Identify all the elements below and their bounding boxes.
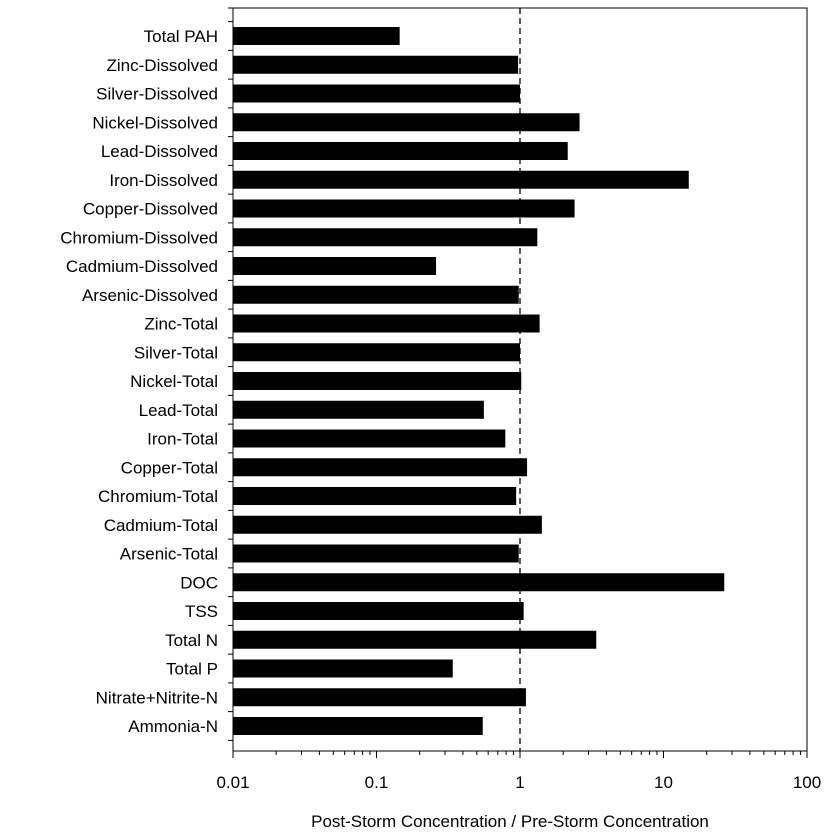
bar-iron-total xyxy=(233,429,506,448)
category-label: Silver-Total xyxy=(134,343,218,362)
bar-nickel-dissolved xyxy=(233,113,580,132)
y-axis-ticks xyxy=(228,7,233,741)
bar-total-n xyxy=(233,630,597,649)
bar-silver-dissolved xyxy=(233,84,520,103)
category-label: Total N xyxy=(165,631,218,650)
category-label: DOC xyxy=(180,573,218,592)
category-label: Nickel-Total xyxy=(130,372,218,391)
category-label: Cadmium-Total xyxy=(104,516,218,535)
x-tick-label: 1 xyxy=(515,773,524,792)
category-label: Zinc-Dissolved xyxy=(107,56,218,75)
x-tick-label: 0.1 xyxy=(365,773,389,792)
bar-cadmium-dissolved xyxy=(233,257,437,275)
bar-total-p xyxy=(233,659,453,678)
x-axis-title: Post-Storm Concentration / Pre-Storm Con… xyxy=(311,812,709,831)
bar-ammonia-n xyxy=(233,717,483,735)
x-tick-label: 10 xyxy=(654,773,673,792)
x-axis-ticks xyxy=(232,751,808,758)
bar-zinc-dissolved xyxy=(233,55,519,74)
category-label: Arsenic-Dissolved xyxy=(82,286,218,305)
bar-lead-total xyxy=(233,400,484,419)
category-label: Ammonia-N xyxy=(128,717,218,736)
x-tick-label: 0.01 xyxy=(216,773,249,792)
bar-arsenic-dissolved xyxy=(233,285,519,304)
category-label: Lead-Total xyxy=(139,401,218,420)
category-label: Zinc-Total xyxy=(144,315,218,334)
bar-copper-dissolved xyxy=(233,199,575,218)
category-label: Arsenic-Total xyxy=(120,545,218,564)
bar-tss xyxy=(233,602,524,620)
category-label: Chromium-Total xyxy=(98,487,218,506)
bar-chromium-dissolved xyxy=(233,228,538,247)
category-label: Iron-Dissolved xyxy=(109,171,218,190)
bars-layer xyxy=(233,27,725,735)
category-label: Nickel-Dissolved xyxy=(92,113,218,132)
category-label: Silver-Dissolved xyxy=(96,85,218,104)
x-axis-tick-labels: 0.01 0.1 1 10 100 xyxy=(216,773,821,792)
category-label: Total P xyxy=(166,660,218,679)
bar-lead-dissolved xyxy=(233,142,568,160)
category-label: Nitrate+Nitrite-N xyxy=(96,688,218,707)
x-tick-label: 100 xyxy=(793,773,821,792)
category-labels: Total PAH Zinc-Dissolved Silver-Dissolved N… xyxy=(60,27,218,736)
bar-nickel-total xyxy=(233,372,522,390)
category-label: Total PAH xyxy=(144,27,218,46)
bar-doc xyxy=(233,573,725,592)
category-label: Copper-Total xyxy=(121,458,218,477)
category-label: Copper-Dissolved xyxy=(83,200,218,219)
bar-silver-total xyxy=(233,343,520,362)
category-label: Lead-Dissolved xyxy=(101,142,218,161)
category-label: Chromium-Dissolved xyxy=(60,228,218,247)
bar-chromium-total xyxy=(233,487,517,505)
bar-copper-total xyxy=(233,458,528,477)
bar-total-pah xyxy=(233,27,400,45)
bar-zinc-total xyxy=(233,314,540,333)
category-label: Cadmium-Dissolved xyxy=(66,257,218,276)
bar-cadmium-total xyxy=(233,515,542,534)
category-label: TSS xyxy=(185,602,218,621)
category-label: Iron-Total xyxy=(147,430,218,449)
bar-arsenic-total xyxy=(233,544,519,563)
bar-nitrate-nitrite-n xyxy=(233,688,526,707)
bar-iron-dissolved xyxy=(233,170,689,189)
